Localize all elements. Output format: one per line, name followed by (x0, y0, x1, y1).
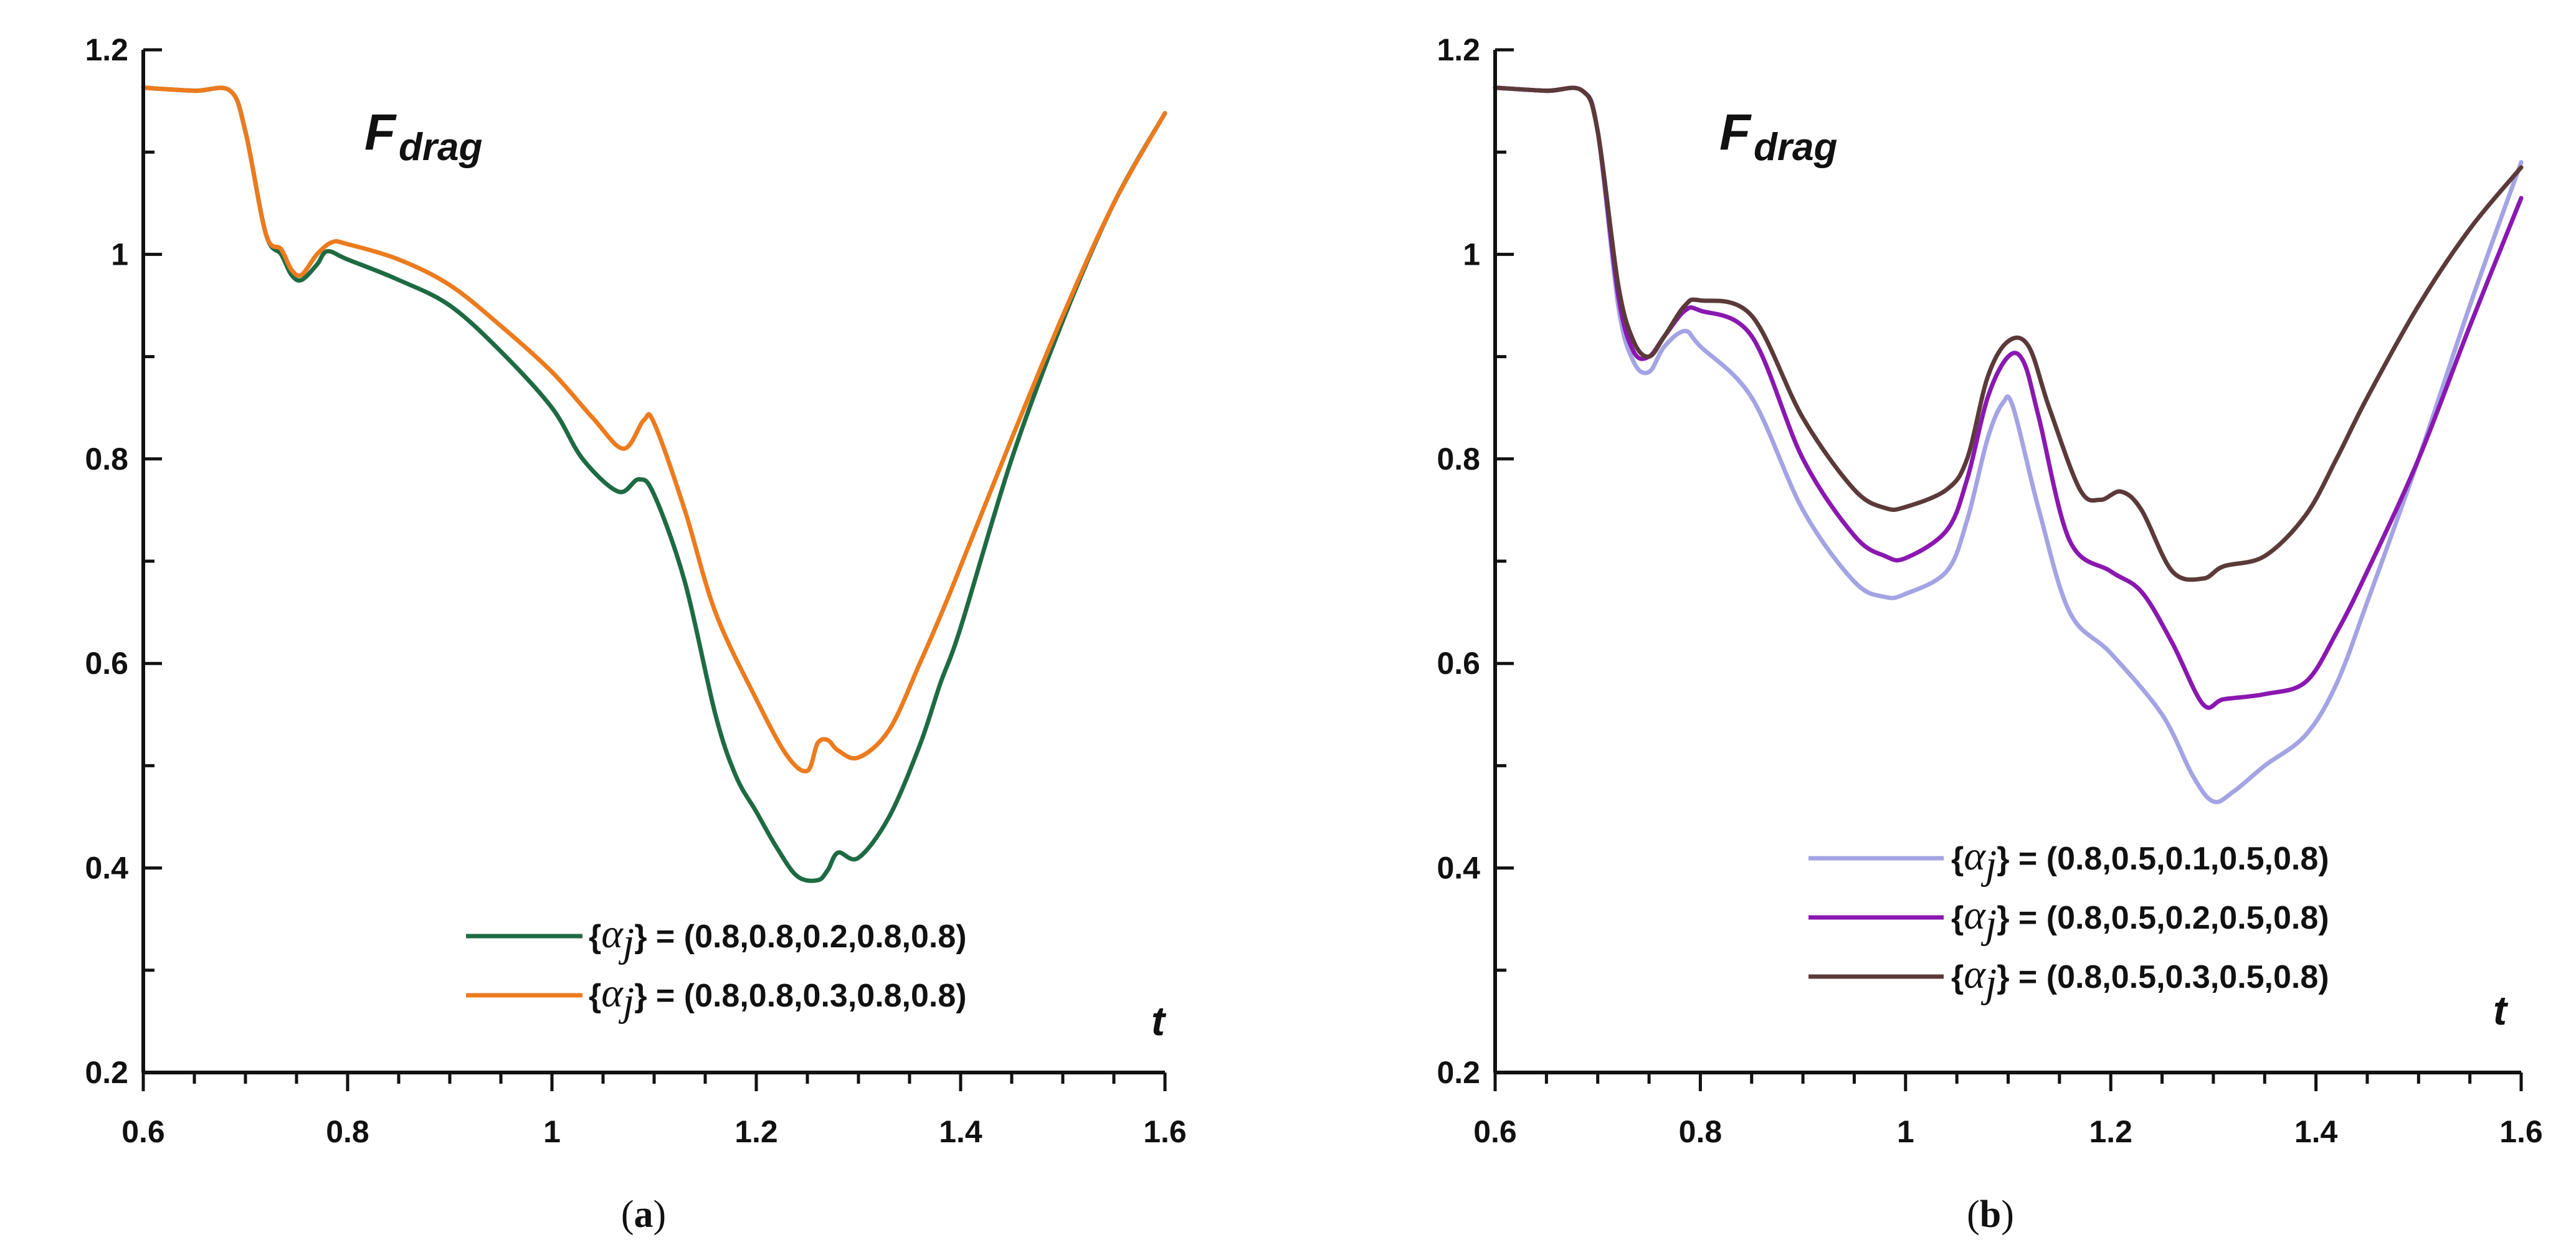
panel-b-y-tick-label: 1 (1463, 237, 1480, 272)
panel-a-x-tick-label: 1 (543, 1114, 561, 1149)
panel-a-legend-label-1: {αj} = (0.8,0.8,0.2,0.8,0.8) (589, 911, 967, 965)
panel-a-y-tick-label: 1 (111, 237, 128, 272)
panel-a-series-line-1 (141, 85, 1167, 883)
panel-a-x-axis-label: t (1151, 998, 1167, 1044)
panel-b-x-axis-label: t (2493, 987, 2509, 1033)
panel-a-series-line-2 (141, 85, 1167, 774)
panel-b-y-tick-label: 0.4 (1437, 851, 1480, 886)
panel-a-axes (141, 50, 1165, 1074)
panel-a-x-tick-label: 0.6 (121, 1114, 165, 1149)
panel-b-legend-label-3: {αj} = (0.8,0.5,0.3,0.5,0.8) (1951, 952, 2329, 1006)
panel-b-series-line-1 (1493, 85, 2524, 805)
panel-b-axes (1493, 50, 2521, 1074)
panel-b-legend-label-1: {αj} = (0.8,0.5,0.1,0.5,0.8) (1951, 833, 2329, 888)
panel-a-x-tick-label: 1.6 (1143, 1114, 1187, 1149)
panel-b-legend: {αj} = (0.8,0.5,0.1,0.5,0.8) {αj} = (0.8… (1808, 833, 2329, 1006)
panel-b-x-tick-label: 1.6 (2499, 1114, 2543, 1149)
panel-a-y-tick-label: 0.4 (85, 851, 128, 886)
panel-a-title-main: F (364, 104, 397, 161)
panel-b-title-sub: drag (1754, 126, 1837, 169)
panel-b-caption-label: (b) (1967, 1193, 2014, 1236)
panel-a-y-tick-label: 0.6 (85, 646, 128, 681)
panel-a-title: F drag (364, 104, 482, 169)
panel-b-x-tick-label: 1.2 (2089, 1114, 2132, 1149)
panel-b-series-line-2 (1493, 85, 2524, 710)
panel-b-x-tick-label: 0.6 (1473, 1114, 1517, 1149)
panel-b-legend-label-2: {αj} = (0.8,0.5,0.2,0.5,0.8) (1951, 893, 2329, 947)
panel-a-y-tick-label: 0.2 (85, 1055, 128, 1090)
panel-b-y-tick-label: 0.2 (1437, 1055, 1480, 1090)
panel-b-y-tick-label: 0.6 (1437, 646, 1480, 681)
panel-b-series (1493, 85, 2524, 805)
panel-a-y-tick-label: 1.2 (85, 32, 128, 67)
panel-a-series (141, 85, 1167, 883)
panel-b-y-tick-label: 0.8 (1437, 442, 1480, 476)
panel-a-chart: F drag 0.20.40.60.811.20.6 0.8 1 1.2 1.4 1.6 … (85, 32, 1186, 1236)
panel-a-tick-labels: 0.2 0.4 0.6 0.8 1 1.2 0.6 0.8 1 1.2 1.4 1.6 (85, 32, 1186, 1149)
panel-a-caption-label: (a) (621, 1193, 666, 1236)
panel-a-x-tick-label: 0.8 (326, 1114, 369, 1149)
panel-b-x-tick-label: 1.4 (2294, 1114, 2338, 1149)
panel-b-y-tick-label: 1.2 (1437, 32, 1480, 67)
panel-b-x-tick-label: 0.8 (1679, 1114, 1723, 1149)
panel-b-chart: F drag 0.20.40.60.811.20.6 0.8 1 1.2 1.4 1.6 … (1437, 32, 2542, 1236)
panel-a-legend: {αj} = (0.8,0.8,0.2,0.8,0.8) {αj} = (0.8… (466, 911, 967, 1025)
panel-b-x-tick-label: 1 (1897, 1114, 1914, 1149)
panel-b-title-main: F (1719, 104, 1752, 161)
panel-b-tick-labels: 0.2 0.4 0.6 0.8 1 1.2 0.6 0.8 1 1.2 1.4 1.6 (1437, 32, 2542, 1149)
panel-a-x-tick-label: 1.2 (734, 1114, 778, 1149)
panel-b-series-line-3 (1493, 85, 2524, 582)
panel-a-title-sub: drag (399, 126, 482, 169)
panel-a-x-tick-label: 1.4 (939, 1114, 982, 1149)
panel-b-title: F drag (1719, 104, 1837, 169)
panel-a-legend-label-2: {αj} = (0.8,0.8,0.3,0.8,0.8) (589, 970, 967, 1025)
panel-a-y-tick-label: 0.8 (85, 442, 128, 476)
